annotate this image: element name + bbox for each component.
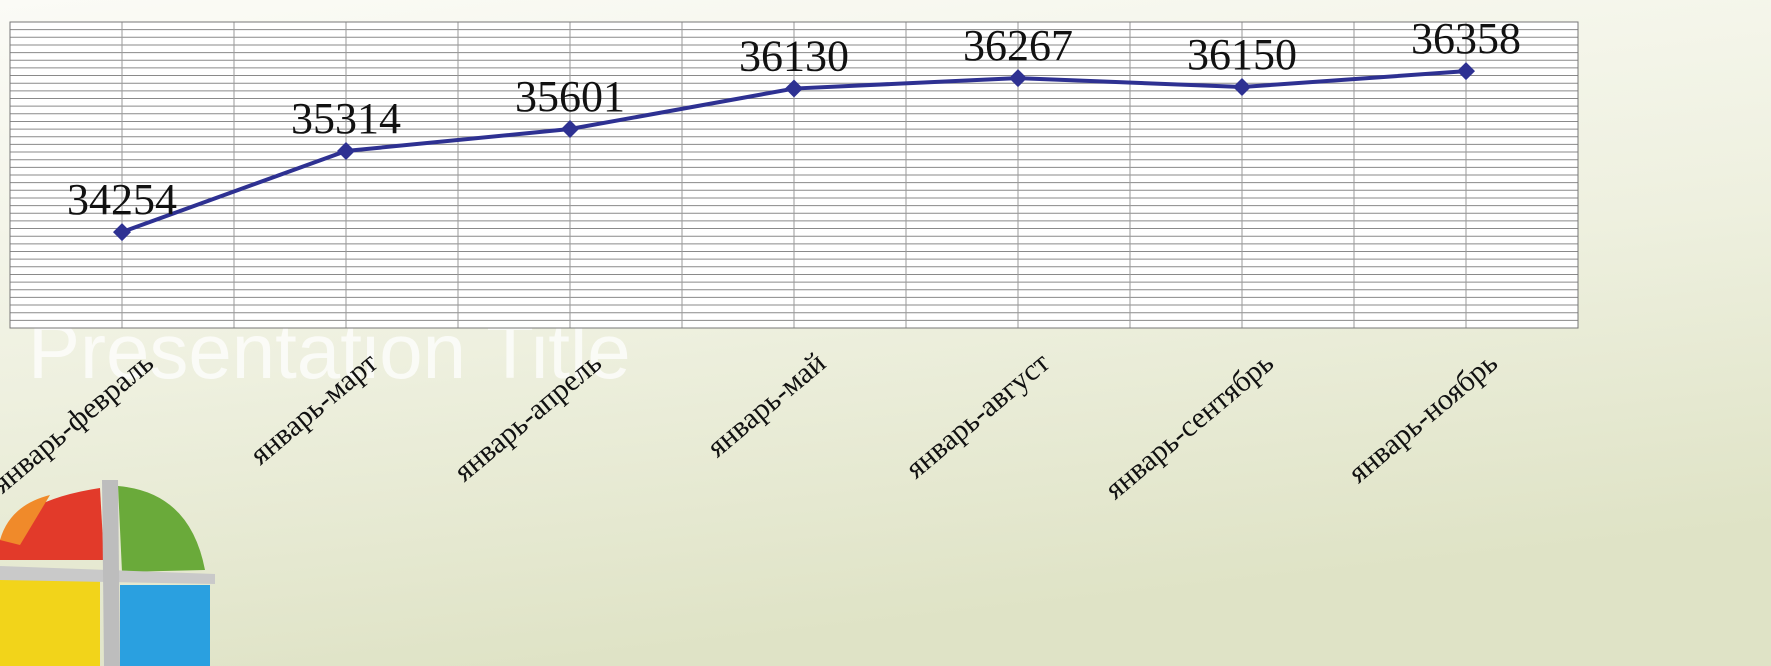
data-label: 36150 [1187,30,1297,79]
data-label: 36130 [739,32,849,81]
data-label: 35601 [515,72,625,121]
data-label: 36358 [1411,14,1521,63]
data-label: 35314 [291,94,401,143]
data-label: 34254 [67,175,177,224]
page: {"chart_data": {"type": "line", "waterma… [0,0,1771,666]
data-label: 36267 [963,21,1073,70]
chart: Presentation Title январь-февральянварь-… [0,0,1771,666]
